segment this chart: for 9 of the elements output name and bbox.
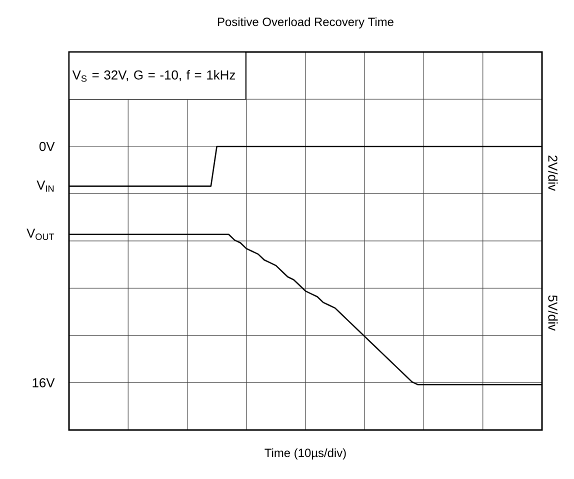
text: 2V/div [548,156,558,191]
x-axis-title: Time (10µs/div) [264,448,346,460]
series-label: V$_{OUT}$ [26,228,54,240]
text: V$_{S}$ = 32V, G = -10, f = 1kHz [72,70,236,82]
text: 0V [39,142,55,152]
text: 5V/div [548,295,558,331]
chart-title: Positive Overload Recovery Time [218,17,394,28]
text: 16V [32,378,55,388]
series-label: V$_{IN}$ [36,180,54,192]
